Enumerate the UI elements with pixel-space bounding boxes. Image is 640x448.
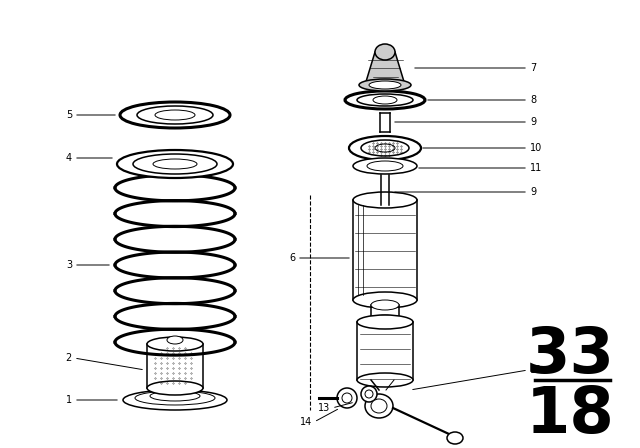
Ellipse shape xyxy=(367,161,403,171)
Ellipse shape xyxy=(137,106,213,124)
Text: 8: 8 xyxy=(530,95,536,105)
Bar xyxy=(354,200,416,300)
Text: 5: 5 xyxy=(66,110,72,120)
Ellipse shape xyxy=(337,388,357,408)
Ellipse shape xyxy=(342,393,352,403)
Ellipse shape xyxy=(167,336,183,344)
Ellipse shape xyxy=(357,315,413,329)
Ellipse shape xyxy=(365,394,393,418)
Ellipse shape xyxy=(345,91,425,109)
Ellipse shape xyxy=(359,79,411,91)
Ellipse shape xyxy=(120,102,230,128)
Ellipse shape xyxy=(357,94,413,106)
Ellipse shape xyxy=(353,158,417,174)
Ellipse shape xyxy=(133,154,217,174)
Ellipse shape xyxy=(369,81,401,89)
Text: 9: 9 xyxy=(530,117,536,127)
Text: 4: 4 xyxy=(66,153,72,163)
Ellipse shape xyxy=(123,390,227,410)
Ellipse shape xyxy=(147,337,203,351)
Ellipse shape xyxy=(365,390,373,398)
Text: 3: 3 xyxy=(66,260,72,270)
Text: 14: 14 xyxy=(300,417,312,427)
Ellipse shape xyxy=(150,391,200,401)
Text: 1: 1 xyxy=(66,395,72,405)
Ellipse shape xyxy=(349,136,421,160)
Ellipse shape xyxy=(353,192,417,208)
Text: 10: 10 xyxy=(530,143,542,153)
Ellipse shape xyxy=(361,386,377,402)
Ellipse shape xyxy=(371,300,399,310)
Ellipse shape xyxy=(147,381,203,395)
Bar xyxy=(358,322,412,380)
Text: 18: 18 xyxy=(525,384,614,446)
Ellipse shape xyxy=(155,110,195,120)
Ellipse shape xyxy=(371,315,399,325)
Text: 7: 7 xyxy=(530,63,536,73)
Text: 2: 2 xyxy=(66,353,72,363)
Ellipse shape xyxy=(153,159,197,169)
Ellipse shape xyxy=(375,144,395,152)
Ellipse shape xyxy=(117,150,233,178)
Ellipse shape xyxy=(373,96,397,104)
Text: 12: 12 xyxy=(530,365,542,375)
Ellipse shape xyxy=(447,432,463,444)
Ellipse shape xyxy=(135,391,215,405)
Ellipse shape xyxy=(371,399,387,413)
Ellipse shape xyxy=(353,292,417,308)
Text: 6: 6 xyxy=(289,253,295,263)
Ellipse shape xyxy=(375,44,395,60)
Text: 11: 11 xyxy=(530,163,542,173)
Text: 13: 13 xyxy=(317,403,330,413)
Text: 9: 9 xyxy=(530,187,536,197)
Text: 33: 33 xyxy=(525,324,614,386)
Ellipse shape xyxy=(357,373,413,387)
Ellipse shape xyxy=(361,140,409,156)
Polygon shape xyxy=(365,52,405,85)
